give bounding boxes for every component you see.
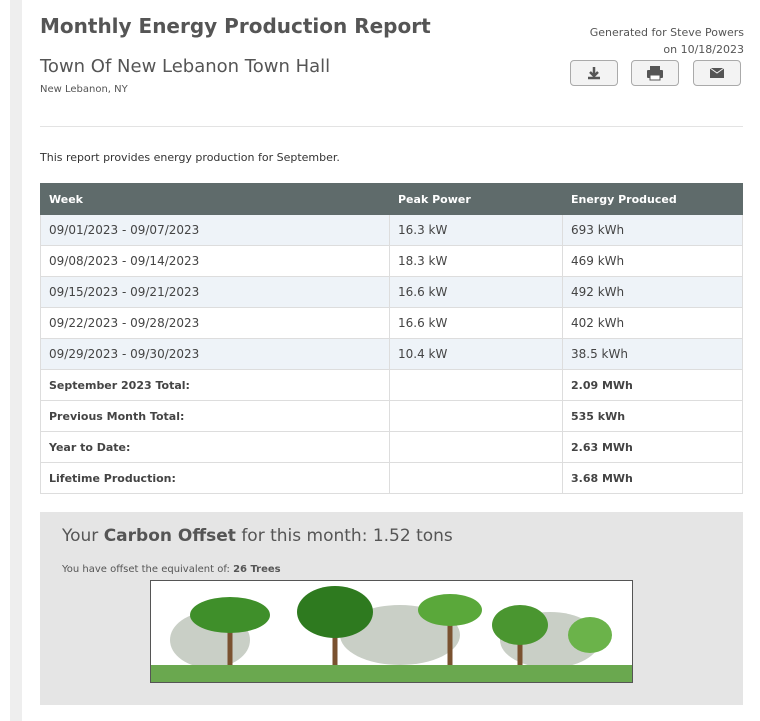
empty-cell (390, 463, 563, 494)
empty-cell (390, 432, 563, 463)
carbon-panel: Your Carbon Offset for this month: 1.52 … (40, 512, 743, 705)
cell: 09/08/2023 - 09/14/2023 (41, 246, 390, 277)
generated-for: Generated for Steve Powers (590, 24, 744, 41)
total-label: Year to Date: (41, 432, 390, 463)
total-value: 535 kWh (563, 401, 743, 432)
download-button[interactable] (570, 60, 618, 86)
site-name: Town Of New Lebanon Town Hall (40, 56, 330, 77)
total-row: Previous Month Total: 535 kWh (41, 401, 743, 432)
cell: 16.3 kW (390, 215, 563, 246)
equivalent-value: 26 Trees (233, 564, 281, 575)
total-row: September 2023 Total: 2.09 MWh (41, 370, 743, 401)
generated-on: on 10/18/2023 (590, 41, 744, 58)
cell: 09/01/2023 - 09/07/2023 (41, 215, 390, 246)
column-header: Week (41, 184, 390, 215)
cell: 469 kWh (563, 246, 743, 277)
total-row: Lifetime Production: 3.68 MWh (41, 463, 743, 494)
total-label: Previous Month Total: (41, 401, 390, 432)
column-header: Energy Produced (563, 184, 743, 215)
email-icon (694, 61, 740, 85)
cell: 10.4 kW (390, 339, 563, 370)
total-value: 2.63 MWh (563, 432, 743, 463)
carbon-prefix: Your (62, 526, 98, 546)
print-button[interactable] (631, 60, 679, 86)
generated-info: Generated for Steve Powers on 10/18/2023 (590, 24, 744, 58)
cell: 38.5 kWh (563, 339, 743, 370)
page: Monthly Energy Production Report Town Of… (0, 0, 760, 721)
equivalent-label: You have offset the equivalent of: (62, 564, 230, 575)
empty-cell (390, 370, 563, 401)
cell: 402 kWh (563, 308, 743, 339)
side-strip (10, 0, 22, 721)
trees-image (150, 580, 633, 683)
download-icon (571, 61, 617, 85)
print-icon (632, 61, 678, 85)
divider (40, 126, 743, 127)
total-label: September 2023 Total: (41, 370, 390, 401)
carbon-suffix: for this month: 1.52 tons (241, 526, 452, 546)
cell: 09/29/2023 - 09/30/2023 (41, 339, 390, 370)
carbon-equivalent: You have offset the equivalent of: 26 Tr… (62, 564, 281, 575)
cell: 16.6 kW (390, 277, 563, 308)
intro-text: This report provides energy production f… (40, 151, 340, 164)
cell: 16.6 kW (390, 308, 563, 339)
cell: 09/15/2023 - 09/21/2023 (41, 277, 390, 308)
empty-cell (390, 401, 563, 432)
email-button[interactable] (693, 60, 741, 86)
total-label: Lifetime Production: (41, 463, 390, 494)
total-value: 3.68 MWh (563, 463, 743, 494)
total-value: 2.09 MWh (563, 370, 743, 401)
cell: 693 kWh (563, 215, 743, 246)
cell: 492 kWh (563, 277, 743, 308)
carbon-title: Your Carbon Offset for this month: 1.52 … (62, 526, 453, 546)
report-title: Monthly Energy Production Report (40, 14, 431, 38)
cell: 09/22/2023 - 09/28/2023 (41, 308, 390, 339)
column-header: Peak Power (390, 184, 563, 215)
total-row: Year to Date: 2.63 MWh (41, 432, 743, 463)
carbon-highlight: Carbon Offset (104, 526, 236, 546)
cell: 18.3 kW (390, 246, 563, 277)
location: New Lebanon, NY (40, 84, 128, 95)
